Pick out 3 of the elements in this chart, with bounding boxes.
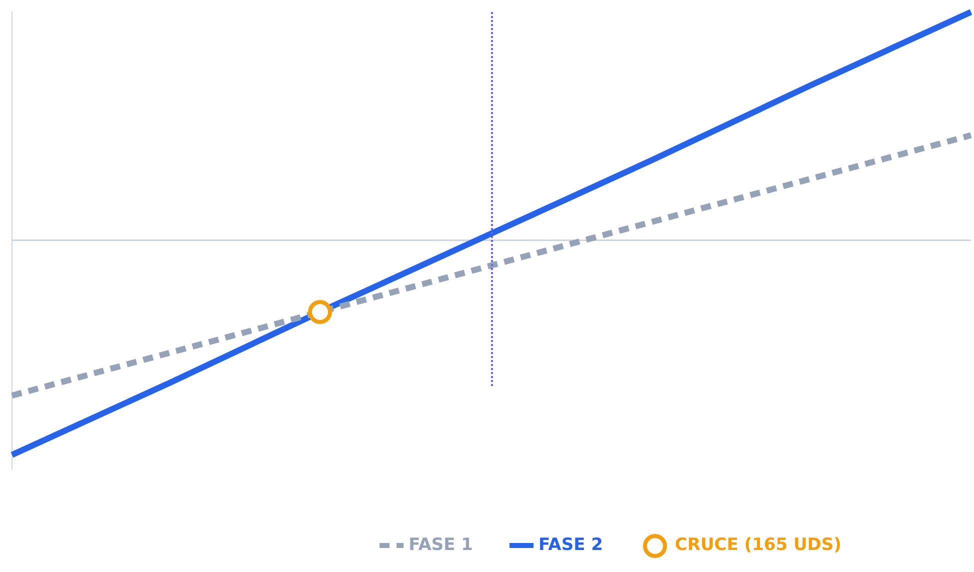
text: CRUCE (165 UDS) [674, 534, 842, 554]
legend-label: FASE 1 [408, 534, 474, 555]
legend-label: FASE 2 [538, 534, 603, 555]
